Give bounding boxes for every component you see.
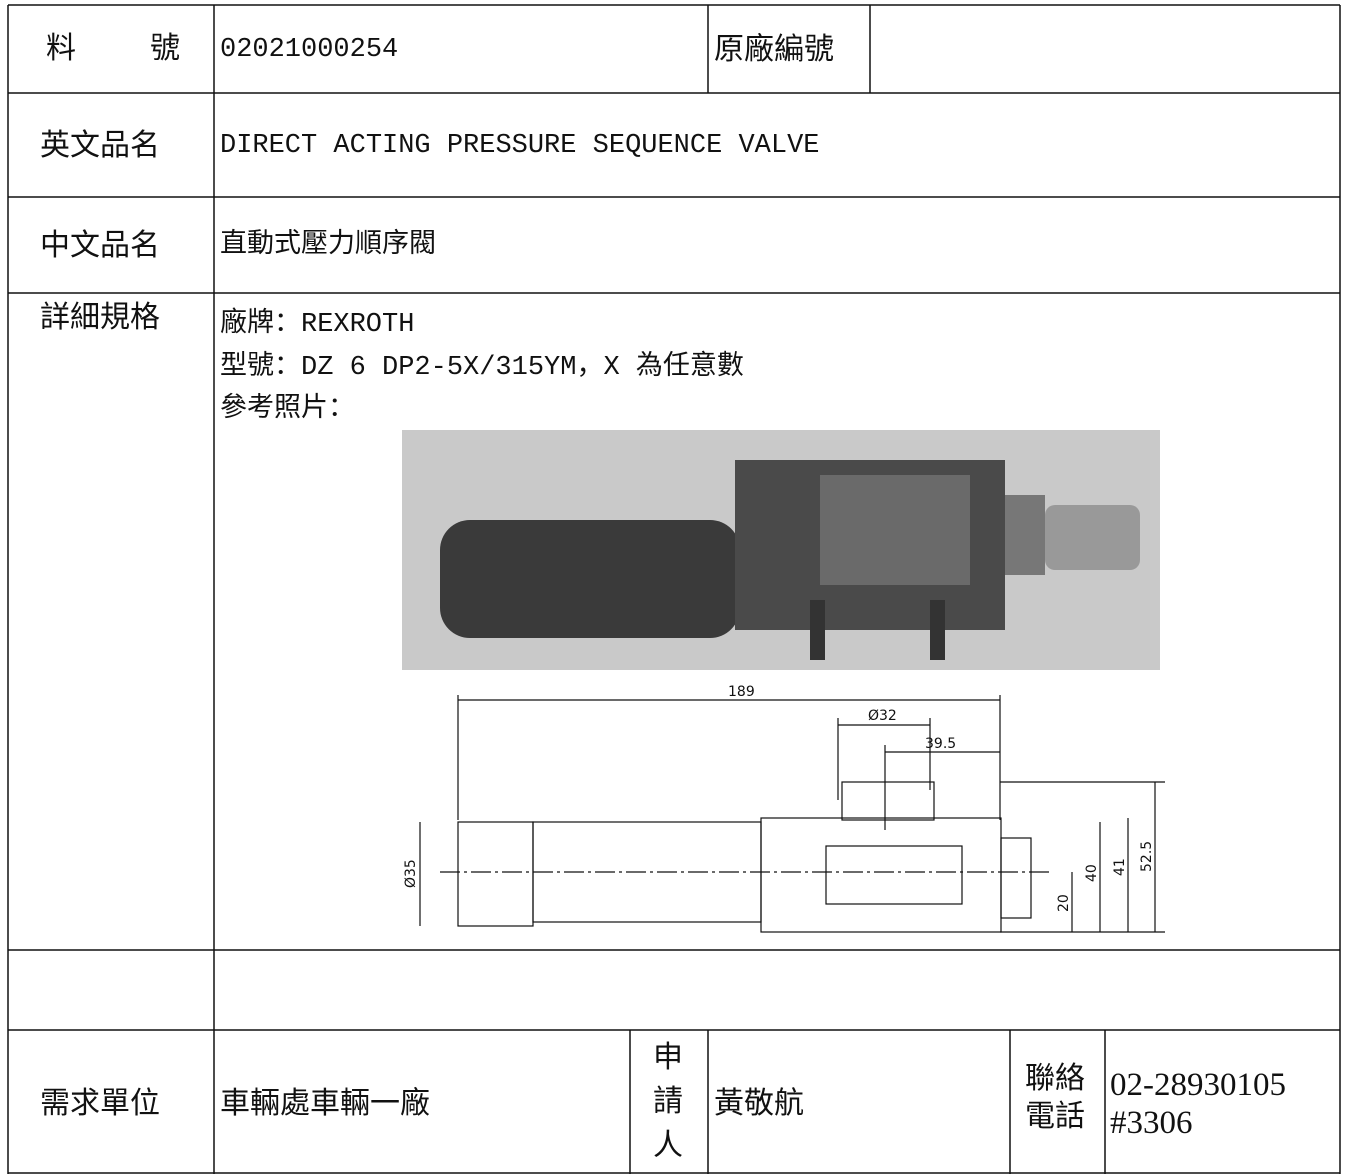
value: 車輛處車輛一廠 — [220, 1087, 430, 1120]
detail-line: 型號：DZ 6 DP2-5X/315YM，X 為任意數 — [220, 353, 744, 383]
label: 原廠編號 — [714, 33, 834, 66]
value: 直動式壓力順序閥 — [220, 231, 436, 261]
value: 02021000254 — [220, 35, 399, 65]
label: 申請人 — [653, 1041, 683, 1162]
detail-line: 參考照片： — [220, 395, 355, 425]
photo — [402, 430, 1160, 670]
label: 料 號 — [46, 32, 202, 65]
label: 英文品名 — [40, 129, 160, 162]
label: 需求單位 — [40, 1087, 160, 1120]
label: 詳細規格 — [40, 301, 160, 334]
value: DIRECT ACTING PRESSURE SEQUENCE VALVE — [220, 131, 820, 161]
value: 黃敬航 — [714, 1087, 804, 1120]
label: 中文品名 — [40, 229, 160, 262]
detail-line: 廠牌：REXROTH — [220, 310, 415, 340]
dimension-drawing — [419, 695, 1165, 933]
label: 聯絡電話 — [1025, 1062, 1085, 1133]
value: 02-28930105 #3306 — [1110, 1067, 1286, 1141]
